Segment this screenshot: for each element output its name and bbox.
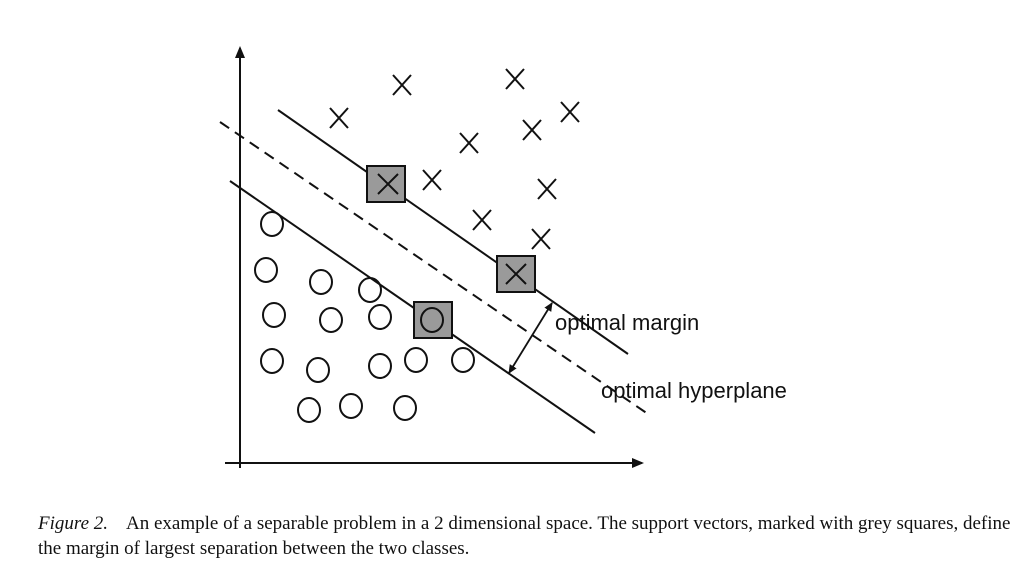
- class-x-markers: [329, 68, 580, 285]
- x-marker: [392, 74, 412, 96]
- o-marker: [254, 257, 278, 283]
- x-marker: [472, 209, 492, 231]
- x-marker: [459, 132, 479, 154]
- o-marker: [368, 353, 392, 379]
- o-marker: [420, 307, 444, 333]
- o-marker: [262, 302, 286, 328]
- x-marker: [377, 173, 399, 195]
- x-marker: [522, 119, 542, 141]
- optimal-hyperplane-label: optimal hyperplane: [601, 378, 787, 403]
- figure-caption: Figure 2. An example of a separable probl…: [38, 511, 1023, 561]
- x-marker: [422, 169, 442, 191]
- o-marker: [306, 357, 330, 383]
- o-marker: [319, 307, 343, 333]
- o-marker: [451, 347, 475, 373]
- o-marker: [260, 348, 284, 374]
- class-o-markers: [254, 211, 475, 423]
- x-marker: [505, 263, 527, 285]
- o-marker: [309, 269, 333, 295]
- support-vector-square: [366, 165, 406, 203]
- optimal-margin-label: optimal margin: [555, 310, 699, 335]
- o-marker: [339, 393, 363, 419]
- x-marker: [560, 101, 580, 123]
- o-marker: [358, 277, 382, 303]
- x-marker: [537, 178, 557, 200]
- o-marker: [393, 395, 417, 421]
- caption-text: An example of a separable problem in a 2…: [38, 513, 1011, 559]
- figure-label: Figure 2.: [38, 513, 109, 534]
- upper-margin-line: [277, 109, 629, 355]
- o-marker: [368, 304, 392, 330]
- svm-diagram: optimal margin optimal hyperplane: [219, 46, 787, 468]
- margin-arrow: [508, 302, 553, 374]
- lower-margin-line: [229, 180, 596, 434]
- o-marker: [297, 397, 321, 423]
- optimal-hyperplane-line: [219, 121, 649, 415]
- x-marker: [531, 228, 551, 250]
- o-marker: [260, 211, 284, 237]
- o-marker: [404, 347, 428, 373]
- x-marker: [505, 68, 525, 90]
- x-marker: [329, 107, 349, 129]
